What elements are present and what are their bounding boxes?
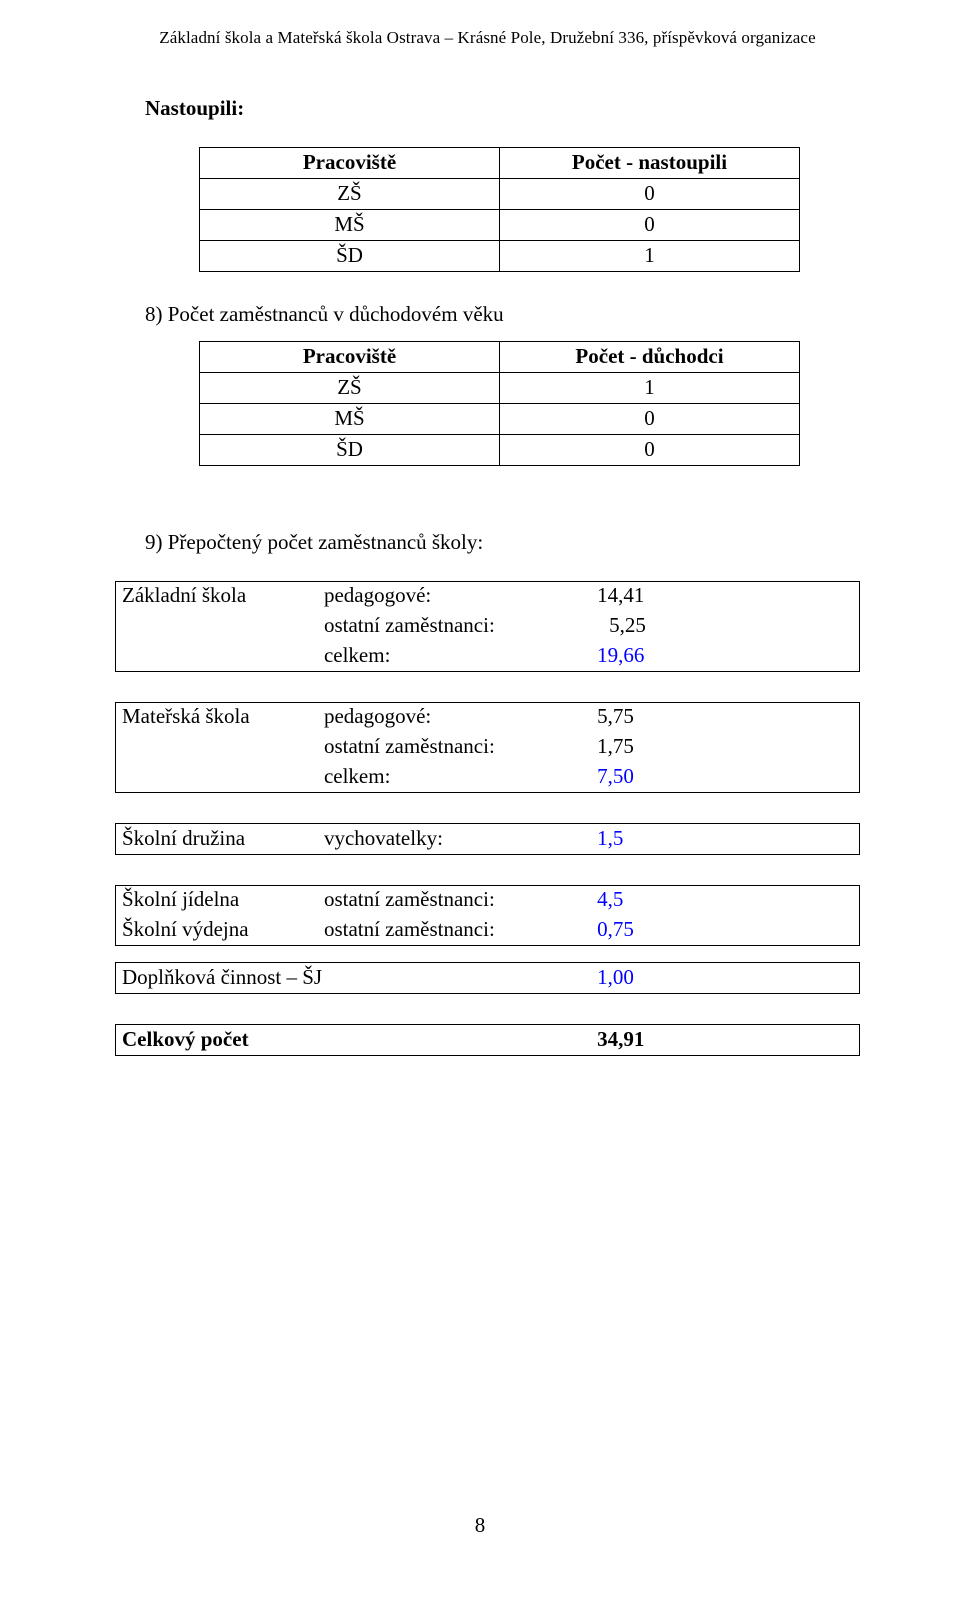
cell: ŠD xyxy=(200,435,500,466)
cell-name: Školní jídelna xyxy=(116,886,318,916)
cell xyxy=(116,642,318,672)
question-9: 9) Přepočtený počet zaměstnanců školy: xyxy=(145,530,860,555)
cell-value: 0,75 xyxy=(581,916,859,946)
calc-jidelna-vydejna: Školní jídelna ostatní zaměstnanci: 4,5 … xyxy=(115,885,860,946)
table-row: ostatní zaměstnanci: 5,25 xyxy=(116,612,860,642)
cell-name: Školní výdejna xyxy=(116,916,318,946)
cell-label: ostatní zaměstnanci: xyxy=(318,916,581,946)
cell-label: pedagogové: xyxy=(318,703,581,733)
cell-name: Mateřská škola xyxy=(116,703,318,733)
calc-zakladni-skola: Základní škola pedagogové: 14,41 ostatní… xyxy=(115,581,860,672)
col-header: Pracoviště xyxy=(200,148,500,179)
cell-name: Základní škola xyxy=(116,582,318,612)
cell: 0 xyxy=(500,404,800,435)
cell-value: 14,41 xyxy=(581,582,859,612)
cell xyxy=(116,763,318,793)
col-header: Pracoviště xyxy=(200,342,500,373)
cell-label: Doplňková činnost – ŠJ xyxy=(116,963,582,994)
cell-value: 5,25 xyxy=(581,612,859,642)
cell: 0 xyxy=(500,210,800,241)
table-row: ostatní zaměstnanci: 1,75 xyxy=(116,733,860,763)
table-row: MŠ 0 xyxy=(200,404,800,435)
calc-materska-skola: Mateřská škola pedagogové: 5,75 ostatní … xyxy=(115,702,860,793)
cell-label: ostatní zaměstnanci: xyxy=(318,733,581,763)
cell: 0 xyxy=(500,179,800,210)
cell: 1 xyxy=(500,373,800,404)
cell-label: celkem: xyxy=(318,642,581,672)
cell: 0 xyxy=(500,435,800,466)
cell-label: ostatní zaměstnanci: xyxy=(318,612,581,642)
cell xyxy=(116,612,318,642)
table-row: Školní výdejna ostatní zaměstnanci: 0,75 xyxy=(116,916,860,946)
cell-label: pedagogové: xyxy=(318,582,581,612)
cell-value: 1,5 xyxy=(581,824,859,855)
question-8: 8) Počet zaměstnanců v důchodovém věku xyxy=(145,302,860,327)
section-title-nastoupili: Nastoupili: xyxy=(145,96,860,121)
cell: 1 xyxy=(500,241,800,272)
calc-total: Celkový počet 34,91 xyxy=(115,1024,860,1056)
page-number: 8 xyxy=(0,1513,960,1538)
table-row: Pracoviště Počet - nastoupili xyxy=(200,148,800,179)
col-header: Počet - důchodci xyxy=(500,342,800,373)
cell-value-total: 19,66 xyxy=(581,642,859,672)
cell-value: 4,5 xyxy=(581,886,859,916)
calc-doplnkova: Doplňková činnost – ŠJ 1,00 xyxy=(115,962,860,994)
table-duchodci: Pracoviště Počet - důchodci ZŠ 1 MŠ 0 ŠD… xyxy=(199,341,800,466)
table-row: ZŠ 1 xyxy=(200,373,800,404)
table-row: Školní jídelna ostatní zaměstnanci: 4,5 xyxy=(116,886,860,916)
cell-value: 1,00 xyxy=(581,963,859,994)
value-text: 5,25 xyxy=(597,613,646,638)
cell-label: celkem: xyxy=(318,763,581,793)
cell: ŠD xyxy=(200,241,500,272)
cell-value: 5,75 xyxy=(581,703,859,733)
cell-value: 34,91 xyxy=(581,1025,859,1056)
cell-label: Celkový počet xyxy=(116,1025,582,1056)
table-row: celkem: 19,66 xyxy=(116,642,860,672)
cell-label: vychovatelky: xyxy=(318,824,581,855)
table-row: ŠD 0 xyxy=(200,435,800,466)
cell-value: 1,75 xyxy=(581,733,859,763)
table-row: celkem: 7,50 xyxy=(116,763,860,793)
cell: MŠ xyxy=(200,210,500,241)
page-header: Základní škola a Mateřská škola Ostrava … xyxy=(115,28,860,48)
cell-value-total: 7,50 xyxy=(581,763,859,793)
table-row: ZŠ 0 xyxy=(200,179,800,210)
cell xyxy=(116,733,318,763)
cell: ZŠ xyxy=(200,373,500,404)
cell-label: ostatní zaměstnanci: xyxy=(318,886,581,916)
cell: MŠ xyxy=(200,404,500,435)
table-nastoupili: Pracoviště Počet - nastoupili ZŠ 0 MŠ 0 … xyxy=(199,147,800,272)
cell: ZŠ xyxy=(200,179,500,210)
table-row: MŠ 0 xyxy=(200,210,800,241)
table-row: Mateřská škola pedagogové: 5,75 xyxy=(116,703,860,733)
table-row: Celkový počet 34,91 xyxy=(116,1025,860,1056)
calc-skolni-druzina: Školní družina vychovatelky: 1,5 xyxy=(115,823,860,855)
table-row: ŠD 1 xyxy=(200,241,800,272)
table-row: Pracoviště Počet - důchodci xyxy=(200,342,800,373)
col-header: Počet - nastoupili xyxy=(500,148,800,179)
table-row: Doplňková činnost – ŠJ 1,00 xyxy=(116,963,860,994)
table-row: Základní škola pedagogové: 14,41 xyxy=(116,582,860,612)
table-row: Školní družina vychovatelky: 1,5 xyxy=(116,824,860,855)
cell-name: Školní družina xyxy=(116,824,318,855)
